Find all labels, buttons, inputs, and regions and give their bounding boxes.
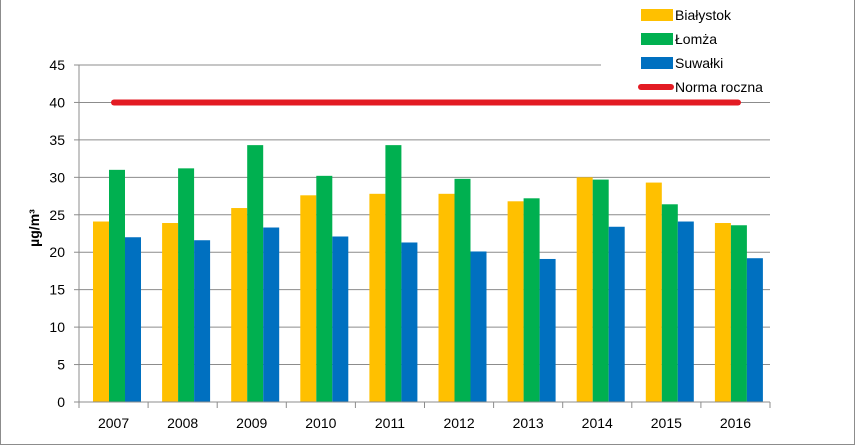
bar [93, 221, 109, 402]
x-tick-label: 2012 [443, 415, 474, 431]
bar [162, 223, 179, 402]
y-tick-label: 0 [57, 394, 65, 410]
bar [714, 223, 731, 402]
y-tick-label: 35 [49, 132, 65, 148]
bar [231, 208, 248, 402]
y-tick-label: 25 [49, 207, 65, 223]
bar [369, 193, 386, 402]
x-tick-label: 2013 [513, 415, 544, 431]
bar [263, 227, 280, 402]
bar [178, 168, 195, 402]
bar [316, 175, 333, 402]
bar [746, 258, 763, 402]
axes: 0 5 10 15 20 25 30 35 40 45 2007 2008 2009 2010 2011 20… [49, 57, 771, 431]
y-tick-label: 20 [49, 244, 65, 260]
x-tick-label: 2011 [375, 415, 405, 431]
bar [438, 193, 455, 402]
bar [661, 204, 678, 402]
y-tick-label: 10 [49, 319, 65, 335]
y-tick-label: 5 [57, 357, 65, 373]
x-tick-label: 2007 [98, 415, 129, 431]
x-tick-label: 2015 [651, 415, 682, 431]
x-tick-label: 2010 [305, 415, 336, 431]
bar-series [93, 145, 763, 402]
bar [109, 169, 125, 402]
bar [300, 195, 317, 402]
legend-label: Białystok [675, 7, 732, 23]
y-tick-label: 30 [49, 169, 65, 185]
bar [247, 145, 264, 402]
x-tick-label: 2009 [236, 415, 267, 431]
y-tick-label: 40 [49, 94, 65, 110]
bar [539, 258, 556, 402]
bar [125, 237, 141, 402]
bar [523, 198, 540, 402]
bar [385, 145, 402, 402]
bar [401, 242, 418, 402]
bar [730, 225, 747, 402]
bar [470, 251, 487, 402]
bar [507, 201, 524, 402]
x-tick-label: 2008 [167, 415, 198, 431]
legend-swatch [641, 57, 673, 69]
y-tick-label: 15 [49, 282, 65, 298]
legend: Białystok Łomża Suwałki Norma roczna [638, 7, 763, 95]
legend-label: Norma roczna [675, 79, 763, 95]
bar [645, 182, 662, 402]
bar [677, 221, 694, 402]
bar [332, 236, 349, 402]
y-axis-title: µg/m³ [26, 209, 42, 247]
x-tick-label: 2016 [720, 415, 751, 431]
legend-swatch [641, 9, 673, 21]
bar [194, 240, 211, 402]
bar [608, 226, 625, 402]
bar [576, 177, 593, 402]
bar [454, 178, 471, 402]
legend-label: Łomża [675, 31, 717, 47]
bar [592, 179, 609, 402]
legend-label: Suwałki [675, 55, 723, 71]
y-tick-label: 45 [49, 57, 65, 73]
legend-swatch [641, 33, 673, 45]
x-tick-label: 2014 [582, 415, 613, 431]
